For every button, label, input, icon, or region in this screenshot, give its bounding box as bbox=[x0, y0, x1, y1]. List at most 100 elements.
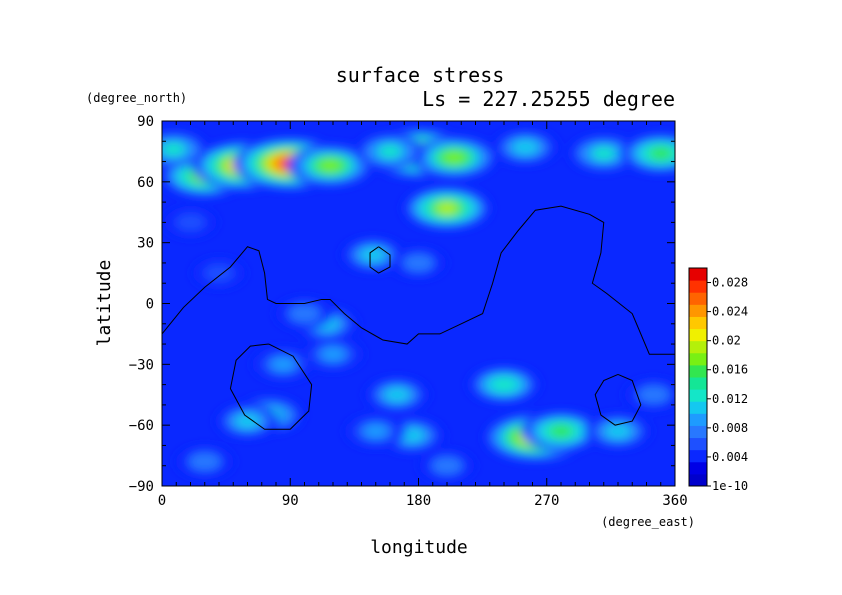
x-tick-label: 360 bbox=[662, 493, 687, 509]
stress-feature bbox=[365, 377, 430, 412]
colorbar-swatch bbox=[689, 364, 707, 378]
x-tick-label: 270 bbox=[534, 493, 559, 509]
y-tick-label: −90 bbox=[129, 479, 154, 495]
stress-level bbox=[511, 139, 540, 156]
colorbar-label: 0.024 bbox=[712, 305, 748, 319]
stress-level bbox=[287, 304, 322, 324]
x-tick-label: 90 bbox=[282, 493, 299, 509]
colorbar-label: 0.008 bbox=[712, 421, 748, 435]
stress-level bbox=[383, 387, 411, 403]
stress-level bbox=[270, 356, 296, 372]
colorbar-swatch bbox=[689, 473, 707, 487]
stress-feature bbox=[624, 378, 675, 411]
colorbar-swatch bbox=[689, 352, 707, 366]
colorbar-swatch bbox=[689, 413, 707, 426]
colorbar-swatch bbox=[689, 268, 707, 281]
stress-feature bbox=[584, 413, 652, 449]
colorbar-swatch bbox=[689, 389, 707, 402]
x-axis-label: longitude bbox=[370, 537, 468, 558]
x-axis: 0 90 180 270 360 bbox=[158, 121, 688, 509]
colorbar-swatch bbox=[689, 437, 707, 451]
stress-feature bbox=[491, 129, 559, 165]
stress-level bbox=[188, 452, 222, 472]
stress-feature bbox=[568, 135, 639, 172]
stress-level bbox=[649, 147, 673, 160]
colorbar-swatch bbox=[689, 377, 707, 390]
colorbar-swatch bbox=[689, 340, 707, 354]
stress-feature bbox=[340, 237, 405, 272]
stress-feature bbox=[467, 366, 541, 404]
stress-level bbox=[592, 146, 616, 161]
contour-line bbox=[162, 205, 675, 355]
y-units: (degree_north) bbox=[86, 91, 187, 105]
contour-line bbox=[594, 374, 642, 426]
stress-level bbox=[549, 424, 573, 438]
colorbar-swatch bbox=[689, 425, 707, 439]
stress-level bbox=[637, 385, 671, 405]
colorbar-swatch bbox=[689, 328, 707, 342]
y-tick-label: 30 bbox=[137, 236, 154, 252]
x-units: (degree_east) bbox=[601, 515, 695, 529]
stress-level bbox=[604, 423, 632, 440]
y-axis-label: latitude bbox=[94, 260, 115, 347]
stress-feature bbox=[192, 258, 246, 289]
x-tick-label: 0 bbox=[158, 493, 166, 509]
heatmap-field bbox=[162, 121, 675, 486]
stress-feature bbox=[252, 347, 314, 381]
colorbar-label: 1e-10 bbox=[712, 479, 748, 493]
stress-level bbox=[234, 413, 261, 429]
colorbar-swatch bbox=[689, 461, 707, 475]
colorbar-swatch bbox=[689, 401, 707, 414]
stress-level bbox=[362, 423, 389, 439]
colorbar-swatch bbox=[689, 280, 707, 293]
stress-level bbox=[175, 213, 206, 232]
colorbar: 1e-10 0.004 0.008 0.012 0.016 0.02 0.024 0.028 bbox=[688, 267, 748, 493]
stress-feature bbox=[402, 186, 492, 230]
colorbar-swatch bbox=[689, 304, 707, 317]
stress-feature bbox=[520, 411, 602, 452]
stress-level bbox=[162, 142, 186, 157]
chart-subtitle: Ls = 227.25255 degree bbox=[422, 87, 675, 111]
stress-level bbox=[319, 159, 341, 172]
stress-feature bbox=[164, 207, 217, 238]
stress-feature bbox=[620, 133, 675, 174]
contour-line bbox=[229, 343, 313, 430]
stress-level bbox=[431, 456, 463, 475]
colorbar-label: 0.012 bbox=[712, 392, 748, 406]
stress-level bbox=[436, 202, 458, 215]
stress-feature bbox=[302, 337, 364, 371]
stress-level bbox=[491, 377, 517, 392]
stress-feature bbox=[175, 445, 234, 478]
colorbar-swatch bbox=[689, 316, 707, 330]
stress-feature bbox=[215, 404, 280, 439]
stress-level bbox=[359, 247, 387, 263]
stress-feature bbox=[419, 450, 475, 482]
stress-level bbox=[443, 151, 465, 164]
y-tick-label: 0 bbox=[146, 297, 154, 313]
chart-title: surface stress bbox=[336, 63, 505, 87]
y-tick-label: −30 bbox=[129, 357, 154, 373]
colorbar-swatch bbox=[689, 292, 707, 305]
colorbar-label: 0.004 bbox=[712, 450, 748, 464]
stress-feature bbox=[410, 136, 498, 179]
y-tick-label: 60 bbox=[137, 175, 154, 191]
stress-feature bbox=[162, 131, 209, 168]
contour-line bbox=[369, 246, 391, 274]
colorbar-label: 0.028 bbox=[712, 276, 748, 290]
y-tick-label: −60 bbox=[129, 418, 154, 434]
colorbar-swatch bbox=[689, 449, 707, 463]
stress-feature bbox=[286, 144, 374, 187]
stress-feature bbox=[275, 297, 334, 330]
stress-level bbox=[378, 144, 402, 159]
stress-feature bbox=[355, 133, 425, 170]
x-tick-label: 180 bbox=[406, 493, 431, 509]
stress-feature bbox=[390, 247, 447, 279]
colorbar-label: 0.016 bbox=[712, 363, 748, 377]
colorbar-frame bbox=[688, 267, 708, 487]
colorbar-label: 0.02 bbox=[712, 334, 741, 348]
stress-level bbox=[402, 253, 435, 273]
stress-level bbox=[203, 264, 235, 283]
stress-feature bbox=[345, 414, 407, 448]
stress-level bbox=[320, 346, 346, 362]
